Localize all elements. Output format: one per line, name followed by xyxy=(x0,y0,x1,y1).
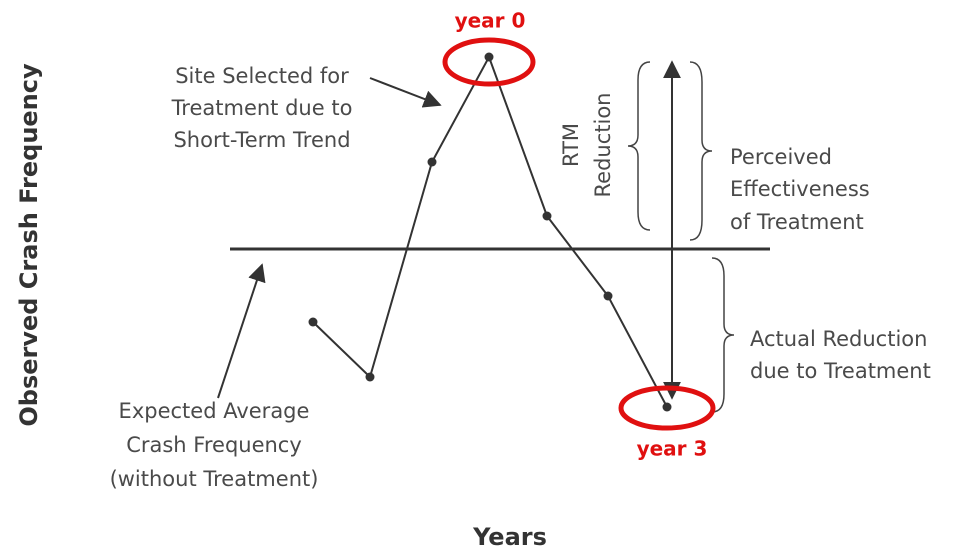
annotation: Expected Average xyxy=(119,399,310,423)
annotation: Short-Term Trend xyxy=(173,128,350,152)
annotation: (without Treatment) xyxy=(110,467,319,491)
annotation: Crash Frequency xyxy=(126,433,302,457)
annotation: Reduction xyxy=(591,93,615,198)
highlight-year-3 xyxy=(618,385,716,431)
annotation: of Treatment xyxy=(730,210,864,234)
y-axis-label: Observed Crash Frequency xyxy=(15,63,43,427)
pointer-arrow xyxy=(217,263,266,399)
highlight-year-0 xyxy=(442,37,536,87)
actual-brace xyxy=(711,257,735,413)
annotation: Effectiveness xyxy=(730,177,870,201)
annotation: Perceived xyxy=(730,145,832,169)
x-axis-label: Years xyxy=(472,523,547,551)
annotation: Treatment due to xyxy=(171,96,353,120)
points xyxy=(308,52,672,412)
perceived-brace xyxy=(689,61,713,241)
pointer-arrow xyxy=(369,77,442,108)
marker-label: year 0 xyxy=(455,9,526,33)
annotation: Site Selected for xyxy=(175,64,349,88)
rtm-brace xyxy=(627,61,651,231)
annotation: RTM xyxy=(559,123,583,167)
annotation: due to Treatment xyxy=(750,359,931,383)
marker-label: year 3 xyxy=(637,437,708,461)
annotation: Actual Reduction xyxy=(750,327,927,351)
